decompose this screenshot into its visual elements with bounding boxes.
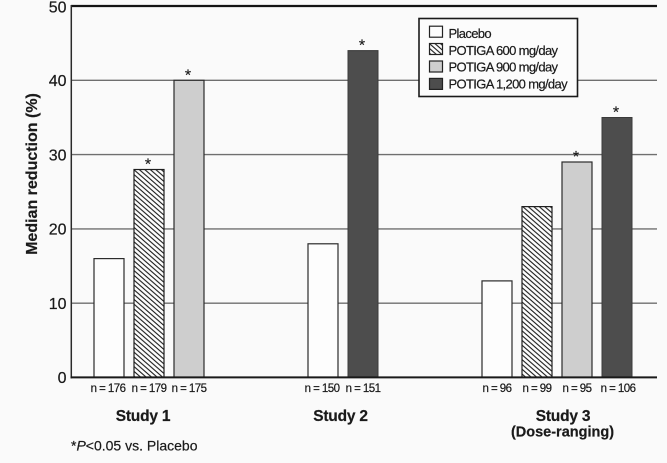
svg-text:30: 30: [49, 147, 67, 164]
svg-text:*: *: [145, 157, 151, 174]
svg-text:Placebo: Placebo: [449, 26, 492, 41]
svg-text:Study 1: Study 1: [116, 408, 171, 425]
svg-text:*P<0.05 vs. Placebo: *P<0.05 vs. Placebo: [71, 438, 198, 454]
svg-text:POTIGA 900 mg/day: POTIGA 900 mg/day: [449, 60, 559, 75]
svg-text:n = 95: n = 95: [563, 383, 592, 395]
svg-text:n = 150: n = 150: [305, 383, 340, 395]
svg-text:20: 20: [49, 222, 67, 239]
svg-text:*: *: [613, 105, 619, 122]
svg-text:50: 50: [49, 0, 67, 17]
svg-text:n = 99: n = 99: [523, 383, 552, 395]
svg-text:Study 2: Study 2: [313, 408, 368, 425]
svg-text:40: 40: [49, 73, 67, 90]
svg-text:n = 96: n = 96: [483, 383, 512, 395]
svg-text:n = 176: n = 176: [91, 383, 126, 395]
svg-text:n = 175: n = 175: [172, 383, 207, 395]
svg-text:*: *: [185, 67, 191, 84]
svg-text:0: 0: [58, 370, 67, 387]
svg-text:POTIGA 600 mg/day: POTIGA 600 mg/day: [449, 43, 559, 58]
svg-text:n = 151: n = 151: [346, 383, 381, 395]
svg-text:*: *: [573, 149, 579, 166]
svg-text:POTIGA 1,200 mg/day: POTIGA 1,200 mg/day: [449, 77, 569, 92]
svg-text:Study 3: Study 3: [536, 408, 591, 425]
svg-text:(Dose-ranging): (Dose-ranging): [511, 425, 614, 441]
svg-text:n = 179: n = 179: [132, 383, 167, 395]
svg-text:10: 10: [49, 296, 67, 313]
svg-text:Median reduction (%): Median reduction (%): [24, 93, 41, 255]
svg-text:n = 106: n = 106: [601, 383, 636, 395]
svg-text:*: *: [359, 38, 365, 55]
